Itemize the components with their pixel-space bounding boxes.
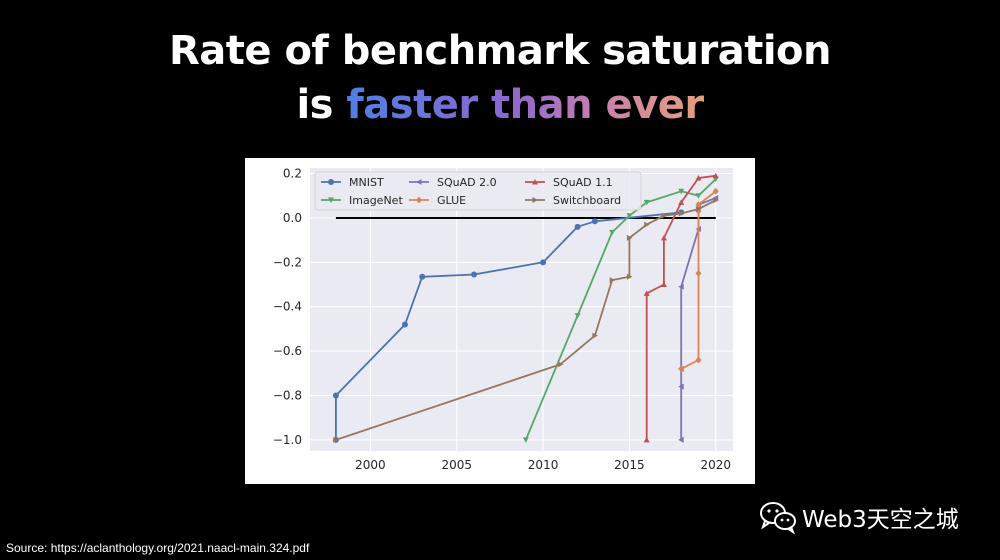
legend-label: SQuAD 1.1 bbox=[553, 176, 613, 189]
legend-marker bbox=[532, 179, 538, 185]
x-tick-label: 2005 bbox=[441, 458, 472, 472]
series-line-glue bbox=[680, 190, 717, 370]
legend-label: SQuAD 2.0 bbox=[437, 176, 497, 189]
data-point-squad-1-1 bbox=[660, 234, 667, 241]
data-point-mnist bbox=[591, 218, 598, 225]
series-switchboard bbox=[333, 197, 719, 443]
y-tick-label: −0.2 bbox=[273, 255, 302, 269]
data-point-mnist bbox=[332, 392, 339, 399]
axis-ticks: 2000 2005 2010 2015 2020 0.2 0.0 −0.2 −0.4 −0.6 −0… bbox=[273, 167, 731, 472]
data-point-squad-1-1 bbox=[643, 436, 650, 443]
slide-subtitle: is faster than ever bbox=[0, 80, 1000, 130]
chart-panel: 2000 2005 2010 2015 2020 0.2 0.0 −0.2 −0.4 −0.6 −0… bbox=[245, 158, 755, 484]
data-point-switchboard bbox=[333, 436, 339, 443]
data-point-glue bbox=[695, 269, 702, 277]
data-point-imagenet bbox=[522, 437, 529, 443]
wechat-icon bbox=[760, 502, 796, 534]
data-point-switchboard bbox=[592, 332, 598, 339]
legend-entry-squad-2-0: SQuAD 2.0 bbox=[409, 176, 497, 189]
data-point-imagenet bbox=[678, 188, 685, 195]
data-point-imagenet bbox=[695, 193, 702, 199]
legend-box bbox=[314, 171, 642, 211]
x-tick-label: 2015 bbox=[614, 458, 645, 472]
legend-label: ImageNet bbox=[349, 194, 403, 207]
data-point-mnist bbox=[574, 223, 581, 230]
x-tick-label: 2020 bbox=[700, 458, 731, 472]
data-point-mnist bbox=[540, 259, 547, 266]
data-point-squad-2-0 bbox=[678, 383, 684, 390]
series-squad-1-1 bbox=[643, 172, 719, 443]
legend-label: Switchboard bbox=[553, 194, 621, 207]
legend-entry-switchboard: Switchboard bbox=[525, 194, 621, 207]
legend-entry-glue: GLUE bbox=[409, 194, 466, 207]
series-glue bbox=[678, 187, 719, 373]
x-tick-label: 2010 bbox=[528, 458, 559, 472]
data-point-switchboard bbox=[678, 210, 685, 217]
watermark-text: Web3天空之城 bbox=[802, 507, 959, 533]
data-point-squad-1-1 bbox=[678, 199, 685, 205]
y-tick-label: −1.0 bbox=[273, 433, 302, 447]
watermark: Web3天空之城 bbox=[758, 499, 959, 535]
data-point-switchboard bbox=[644, 221, 650, 228]
data-point-squad-1-1 bbox=[660, 281, 667, 288]
data-point-squad-1-1 bbox=[695, 174, 702, 181]
legend-marker bbox=[328, 179, 334, 185]
data-point-squad-2-0 bbox=[678, 436, 684, 443]
y-tick-label: 0.2 bbox=[283, 167, 302, 181]
legend-marker bbox=[416, 179, 422, 185]
data-point-imagenet bbox=[626, 213, 633, 219]
legend-marker bbox=[416, 196, 422, 204]
y-tick-label: −0.8 bbox=[273, 389, 302, 403]
y-tick-label: 0.0 bbox=[283, 211, 302, 225]
subtitle-highlight: faster than ever bbox=[346, 82, 704, 128]
data-point-glue bbox=[712, 187, 719, 195]
data-point-squad-2-0 bbox=[678, 283, 684, 290]
data-point-imagenet bbox=[574, 313, 581, 319]
data-point-glue bbox=[695, 356, 702, 364]
data-point-switchboard bbox=[626, 234, 633, 241]
legend-entry-mnist: MNIST bbox=[321, 176, 384, 189]
legend-entry-squad-1-1: SQuAD 1.1 bbox=[525, 176, 613, 189]
legend-entry-imagenet: ImageNet bbox=[321, 194, 403, 207]
y-tick-label: −0.4 bbox=[273, 300, 302, 314]
data-point-switchboard bbox=[626, 273, 633, 280]
data-point-squad-1-1 bbox=[643, 290, 650, 296]
legend-label: MNIST bbox=[349, 176, 384, 189]
data-point-glue bbox=[695, 201, 702, 209]
data-point-switchboard bbox=[609, 277, 616, 284]
data-point-switchboard bbox=[557, 361, 564, 368]
legend-marker bbox=[328, 197, 334, 203]
data-point-glue bbox=[678, 365, 685, 373]
data-point-switchboard bbox=[713, 197, 719, 204]
data-point-imagenet bbox=[609, 229, 616, 236]
data-point-imagenet bbox=[643, 199, 650, 206]
legend-label: GLUE bbox=[437, 194, 466, 207]
slide-title: Rate of benchmark saturation bbox=[168, 28, 832, 74]
legend: MNIST ImageNet SQuAD 2.0 GLUE SQuAD 1.1 Switc… bbox=[314, 171, 642, 211]
data-point-squad-1-1 bbox=[712, 172, 719, 179]
source-citation: Source: https://aclanthology.org/2021.na… bbox=[6, 541, 310, 555]
data-point-switchboard bbox=[695, 206, 702, 213]
x-tick-label: 2000 bbox=[355, 458, 386, 472]
benchmark-chart: 2000 2005 2010 2015 2020 0.2 0.0 −0.2 −0.4 −0.6 −0… bbox=[273, 167, 733, 472]
data-point-switchboard bbox=[661, 212, 667, 219]
plot-area bbox=[310, 168, 733, 451]
data-point-mnist bbox=[471, 271, 478, 278]
subtitle-prefix: is bbox=[296, 82, 347, 128]
legend-marker bbox=[532, 197, 538, 203]
data-point-mnist bbox=[419, 273, 426, 280]
data-point-mnist bbox=[401, 321, 408, 328]
y-tick-label: −0.6 bbox=[273, 344, 302, 358]
